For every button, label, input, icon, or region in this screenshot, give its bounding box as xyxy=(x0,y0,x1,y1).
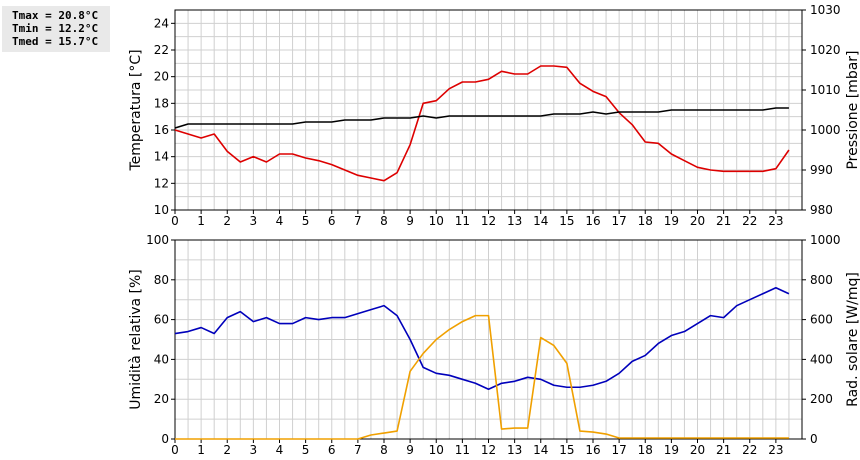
y-left-axis-title: Umidità relativa [%] xyxy=(128,269,144,410)
y-right-tick-label: 400 xyxy=(810,352,833,366)
x-tick-label: 18 xyxy=(638,443,653,457)
x-tick-label: 17 xyxy=(611,214,626,228)
chart-panel-2: 0 1 2 3 4 5 6 7 8 9 10 11 12 13 14 15 16 17 18 19 20 21 22 2302… xyxy=(128,233,860,457)
y-right-tick-label: 600 xyxy=(810,313,833,327)
x-tick-label: 10 xyxy=(429,214,444,228)
x-tick-label: 1 xyxy=(197,214,205,228)
x-tick-label: 4 xyxy=(276,214,284,228)
x-tick-label: 8 xyxy=(380,214,388,228)
tmed-label: Tmed = 15.7°C xyxy=(12,35,99,48)
y-left-tick-label: 24 xyxy=(154,16,169,30)
x-tick-label: 0 xyxy=(171,443,179,457)
series-line-2 xyxy=(175,314,789,440)
x-tick-label: 8 xyxy=(380,443,388,457)
x-tick-label: 23 xyxy=(768,443,783,457)
x-tick-label: 16 xyxy=(585,214,600,228)
y-right-tick-label: 980 xyxy=(810,203,833,217)
x-tick-label: 17 xyxy=(611,443,626,457)
y-right-tick-label: 1000 xyxy=(810,123,841,137)
x-tick-label: 12 xyxy=(481,214,496,228)
y-right-axis-title: Pressione [mbar] xyxy=(845,50,860,169)
x-tick-label: 20 xyxy=(690,214,705,228)
tmin-label: Tmin = 12.2°C xyxy=(12,22,99,35)
x-tick-label: 3 xyxy=(250,443,258,457)
x-tick-label: 23 xyxy=(768,214,783,228)
y-right-tick-label: 990 xyxy=(810,163,833,177)
x-tick-label: 9 xyxy=(406,443,414,457)
x-tick-label: 13 xyxy=(507,214,522,228)
x-tick-label: 14 xyxy=(533,214,548,228)
x-tick-label: 1 xyxy=(197,443,205,457)
x-tick-label: 4 xyxy=(276,443,284,457)
x-tick-label: 18 xyxy=(638,214,653,228)
x-tick-label: 22 xyxy=(742,443,757,457)
y-left-tick-label: 80 xyxy=(154,273,169,287)
x-tick-label: 6 xyxy=(328,214,336,228)
series-line-2 xyxy=(174,107,789,129)
x-tick-label: 21 xyxy=(716,214,731,228)
x-tick-label: 7 xyxy=(354,443,362,457)
chart-panel-1: 0 1 2 3 4 5 6 7 8 9 10 11 12 13 14 15 16 17 18 19 20 21 22 2310… xyxy=(128,3,860,228)
y-right-tick-label: 0 xyxy=(810,432,818,446)
series-line-1 xyxy=(174,65,790,182)
y-left-tick-label: 100 xyxy=(146,233,169,247)
stats-box: Tmax = 20.8°C Tmin = 12.2°C Tmed = 15.7°… xyxy=(2,6,110,52)
y-left-tick-label: 20 xyxy=(154,392,169,406)
tmax-label: Tmax = 20.8°C xyxy=(12,9,99,22)
x-tick-label: 21 xyxy=(716,443,731,457)
x-tick-label: 19 xyxy=(664,443,679,457)
y-left-tick-label: 40 xyxy=(154,352,169,366)
x-tick-label: 15 xyxy=(559,443,574,457)
x-tick-label: 12 xyxy=(481,443,496,457)
y-right-tick-label: 1000 xyxy=(810,233,841,247)
y-left-tick-label: 12 xyxy=(154,176,169,190)
y-right-tick-label: 800 xyxy=(810,273,833,287)
x-tick-label: 5 xyxy=(302,443,310,457)
y-left-tick-label: 18 xyxy=(154,96,169,110)
x-tick-label: 7 xyxy=(354,214,362,228)
y-left-tick-label: 10 xyxy=(154,203,169,217)
series-line-1 xyxy=(174,286,790,391)
x-tick-label: 3 xyxy=(250,214,258,228)
y-right-tick-label: 1030 xyxy=(810,3,841,17)
x-tick-label: 15 xyxy=(559,214,574,228)
x-tick-label: 19 xyxy=(664,214,679,228)
x-tick-label: 2 xyxy=(223,214,231,228)
x-tick-label: 11 xyxy=(455,214,470,228)
x-tick-label: 2 xyxy=(223,443,231,457)
x-tick-label: 9 xyxy=(406,214,414,228)
x-tick-label: 13 xyxy=(507,443,522,457)
y-left-tick-label: 0 xyxy=(161,432,169,446)
y-right-tick-label: 1010 xyxy=(810,83,841,97)
y-right-tick-label: 1020 xyxy=(810,43,841,57)
y-left-tick-label: 14 xyxy=(154,150,169,164)
x-tick-label: 14 xyxy=(533,443,548,457)
x-tick-label: 10 xyxy=(429,443,444,457)
x-tick-label: 16 xyxy=(585,443,600,457)
y-right-axis-title: Rad. solare [W/mq] xyxy=(845,272,860,407)
x-tick-label: 6 xyxy=(328,443,336,457)
x-tick-label: 5 xyxy=(302,214,310,228)
y-left-tick-label: 20 xyxy=(154,70,169,84)
x-tick-label: 22 xyxy=(742,214,757,228)
x-tick-label: 11 xyxy=(455,443,470,457)
x-tick-label: 20 xyxy=(690,443,705,457)
y-right-tick-label: 200 xyxy=(810,392,833,406)
x-tick-label: 0 xyxy=(171,214,179,228)
y-left-tick-label: 22 xyxy=(154,43,169,57)
y-left-tick-label: 16 xyxy=(154,123,169,137)
y-left-tick-label: 60 xyxy=(154,313,169,327)
y-left-axis-title: Temperatura [°C] xyxy=(128,49,144,171)
